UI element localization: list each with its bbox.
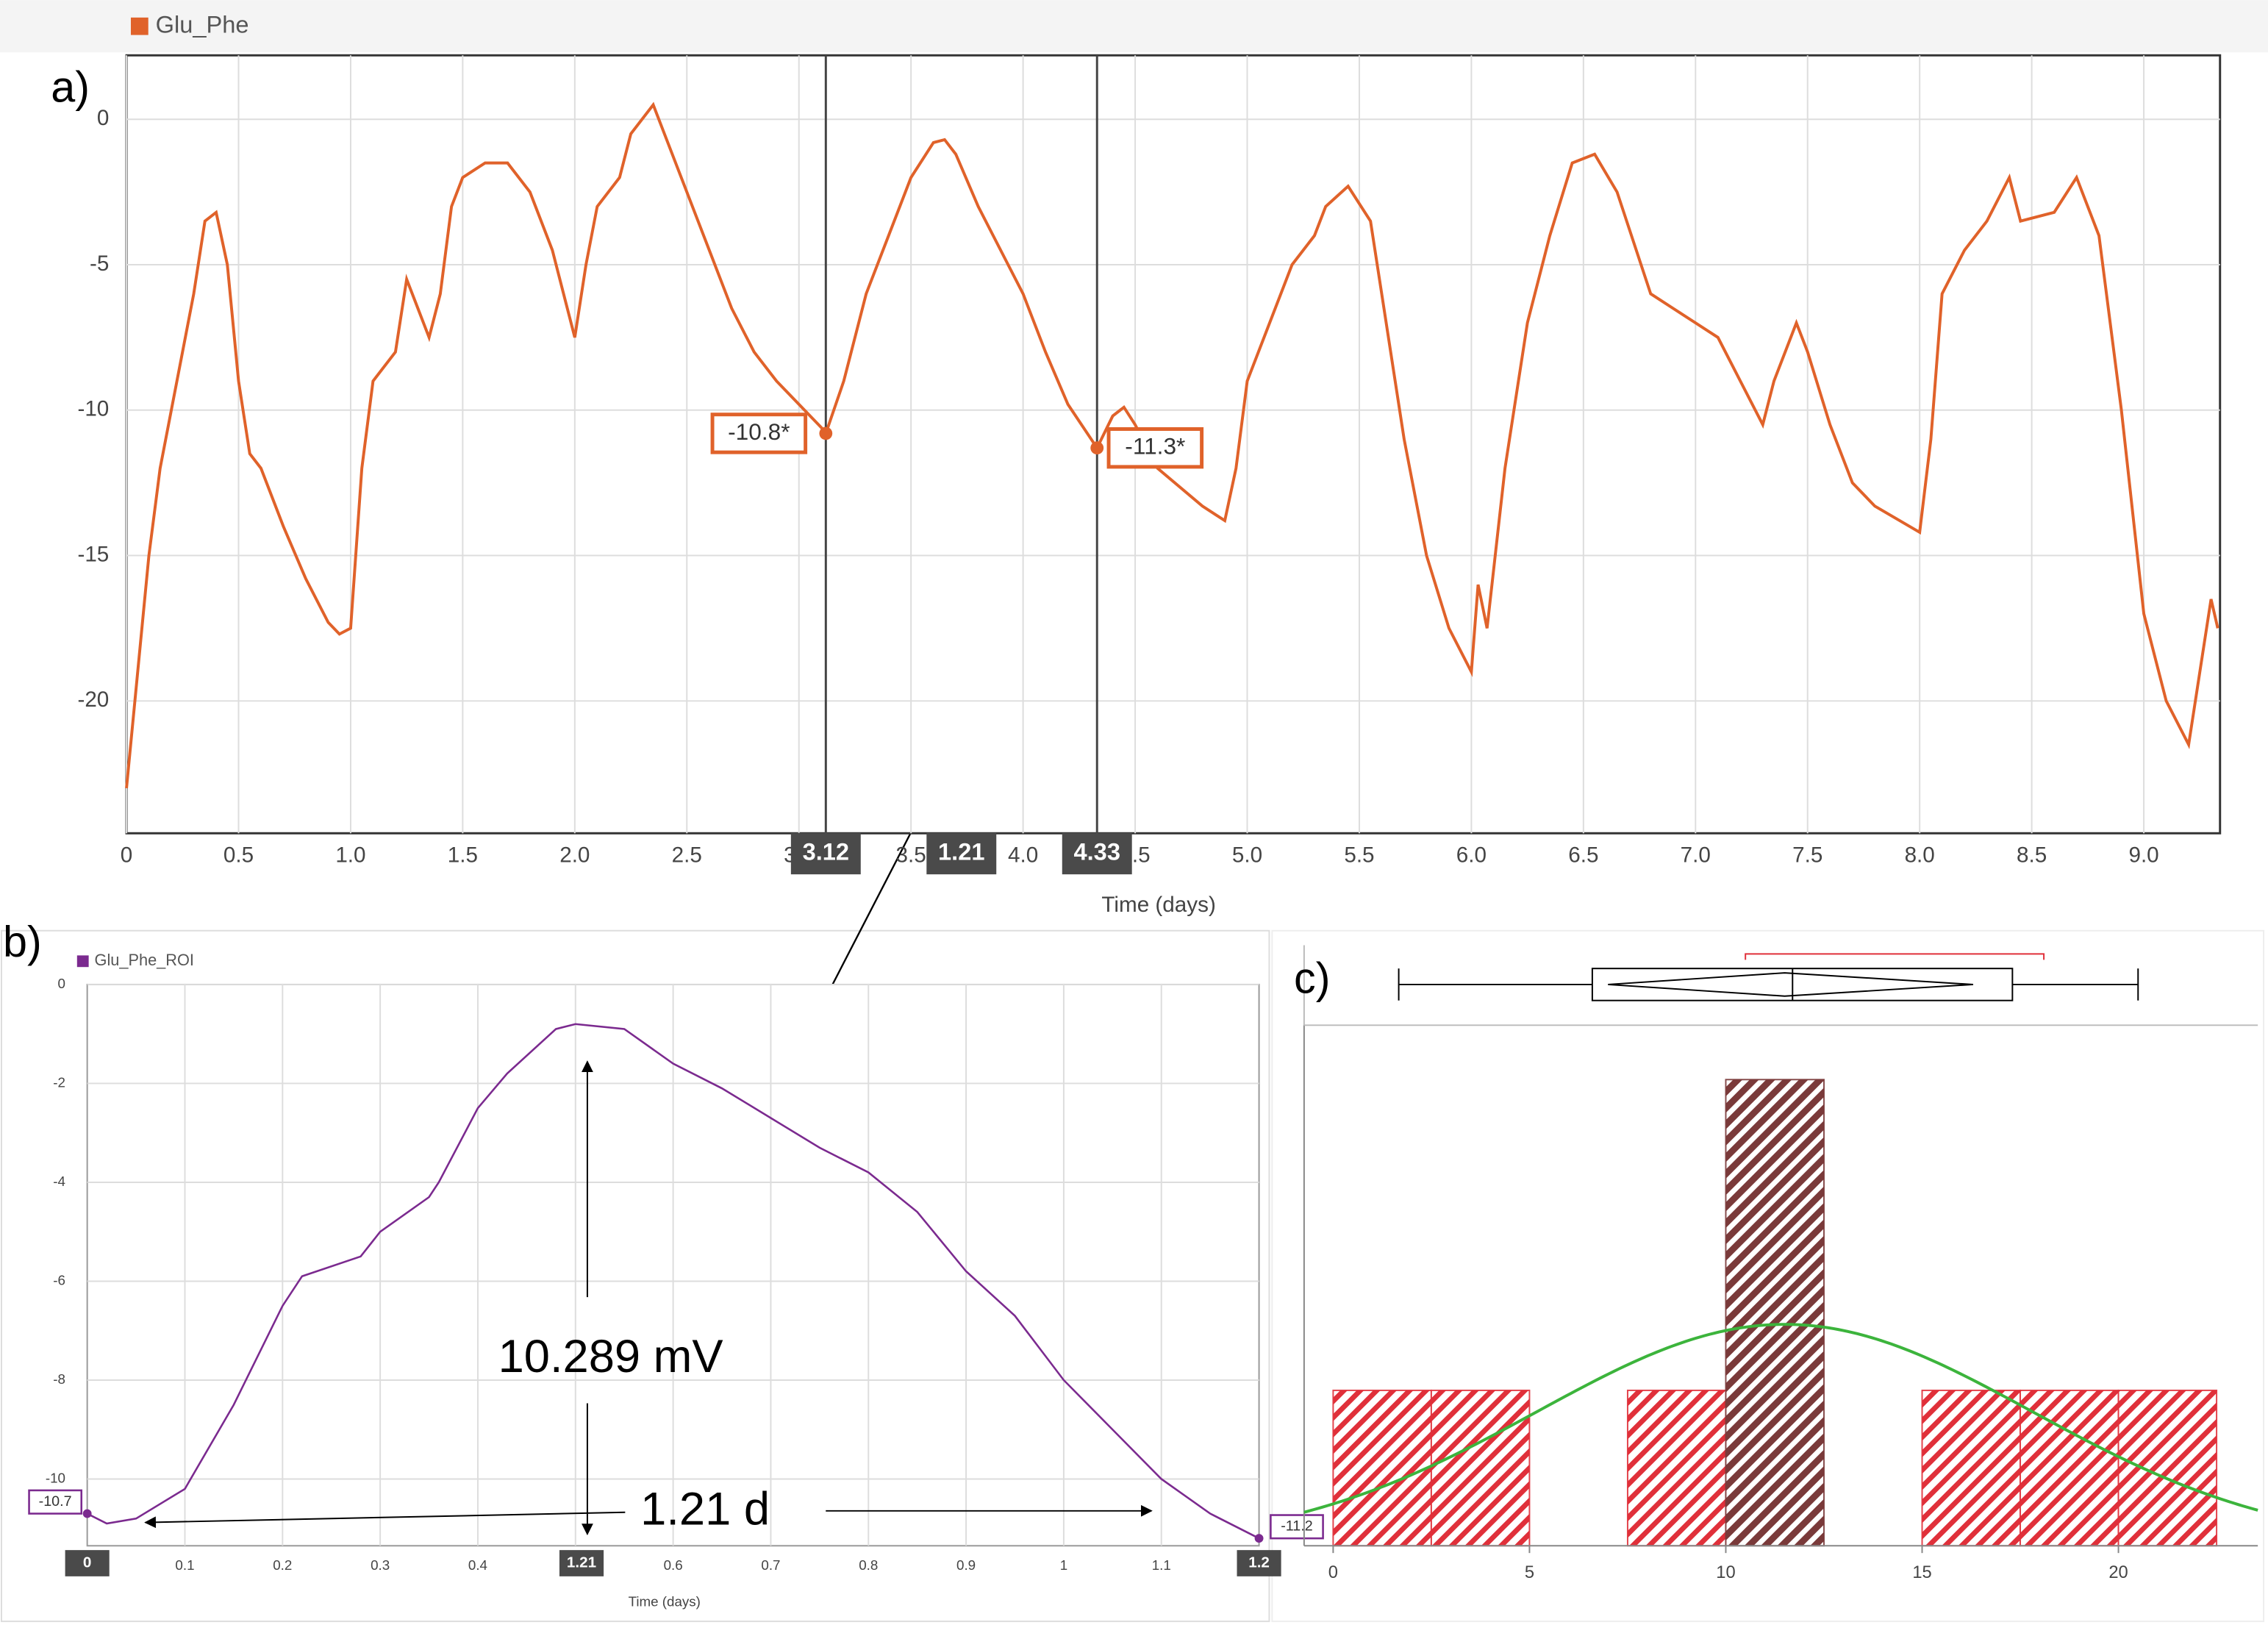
legend-label: Glu_Phe [156, 10, 249, 37]
x-tick-label: 8.5 [2017, 843, 2047, 868]
panel-label: c) [1294, 954, 1330, 1003]
y-tick-label: -15 [77, 542, 109, 566]
x-tick-label: 1 [1060, 1557, 1067, 1573]
normal-curve [1303, 1323, 2258, 1514]
data-line [125, 101, 2219, 789]
cursor-point [1090, 441, 1104, 455]
cursor-badge [1237, 1550, 1281, 1576]
y-tick-label: -4 [53, 1174, 65, 1189]
y-tick-label: -10 [77, 397, 109, 421]
histogram-bar [1332, 1389, 1432, 1547]
x-tick-label: 3.5 [896, 843, 926, 868]
x-tick-label: 0.8 [859, 1557, 878, 1573]
cursor-badge-label: 4.33 [1073, 838, 1120, 865]
shortest-half [1745, 953, 2045, 960]
x-tick-label: 5 [1525, 1563, 1534, 1582]
x-tick-label: 7.5 [1792, 843, 1822, 868]
x-tick-label: 0.5 [223, 843, 254, 868]
x-tick-label: 8.0 [1905, 843, 1935, 868]
legend-swatch [76, 955, 89, 968]
x-tick-label: 0.7 [761, 1557, 780, 1573]
cursor-point [1254, 1534, 1264, 1543]
x-tick-label: 20 [2108, 1563, 2128, 1582]
x-tick-label: 6.0 [1456, 843, 1487, 868]
histogram-bar [1626, 1389, 1727, 1547]
histogram-bar [1921, 1389, 2022, 1547]
y-tick-label: 0 [58, 976, 65, 991]
x-tick-label: 0.4 [468, 1557, 487, 1573]
cursor-badge-label: 3.12 [803, 838, 849, 865]
cursor-point [819, 426, 833, 440]
x-tick-label: 6.5 [1568, 843, 1598, 868]
y-tick-label: -2 [53, 1074, 65, 1090]
x-tick-label: 1.1 [1152, 1557, 1171, 1573]
x-tick-label: 0.2 [273, 1557, 292, 1573]
value-label: -10.7 [39, 1493, 72, 1510]
panel-label: a) [51, 62, 90, 111]
x-tick-label: 0.6 [664, 1557, 683, 1573]
annotation: 1.21 d [640, 1484, 770, 1535]
value-box [710, 412, 808, 454]
x-axis-title: Time (days) [629, 1593, 701, 1609]
x-tick-label: 7.0 [1681, 843, 1711, 868]
cursor-badge [1062, 832, 1132, 875]
mean-diamond [1608, 972, 1974, 997]
x-tick-label: 0.1 [175, 1557, 194, 1573]
value-label: -11.3* [1125, 433, 1185, 460]
x-tick-label: 0.9 [956, 1557, 976, 1573]
x-tick-label: 0 [1328, 1563, 1338, 1582]
cursor-badge-label: 1.2 [1248, 1554, 1270, 1571]
histogram-bar [2117, 1389, 2218, 1547]
legend-label: Glu_Phe_ROI [95, 951, 194, 969]
cursor-badge [926, 832, 997, 875]
x-axis-title: Time (days) [1101, 893, 1215, 917]
x-tick-label: 0 [121, 843, 133, 868]
value-box [1270, 1514, 1324, 1540]
value-box [28, 1489, 83, 1515]
x-tick-label: 4.0 [1008, 843, 1038, 868]
y-tick-label: -6 [53, 1272, 65, 1287]
y-tick-label: 0 [97, 106, 110, 130]
cursor-point [82, 1509, 92, 1518]
cursor-badge-label: 1.21 [567, 1554, 596, 1571]
y-tick-label: -8 [53, 1371, 65, 1387]
x-tick-label: 2.0 [559, 843, 590, 868]
value-label: -11.2 [1281, 1518, 1313, 1535]
x-tick-label: 1.0 [335, 843, 365, 868]
annotation: 10.289 mV [498, 1331, 723, 1382]
histogram-bar [1725, 1079, 1825, 1547]
x-tick-label: 5.0 [1232, 843, 1262, 868]
value-box [1106, 427, 1204, 469]
panel-label: b) [3, 917, 42, 966]
cursor-badge [65, 1550, 110, 1576]
cursor-badge [790, 832, 861, 875]
y-tick-label: -5 [90, 251, 109, 276]
cursor-badge-label: 1.21 [938, 838, 984, 865]
cursor-badge [559, 1550, 604, 1576]
x-tick-label: 9.0 [2128, 843, 2158, 868]
x-tick-label: 0.3 [371, 1557, 390, 1573]
legend-swatch [130, 17, 149, 35]
dim-arrow [144, 1511, 626, 1529]
data-line [87, 1023, 1260, 1540]
cursor-badge-label: 0 [83, 1554, 92, 1571]
histogram-bar [2020, 1389, 2119, 1547]
x-tick-label: 5.5 [1344, 843, 1374, 868]
y-tick-label: -10 [46, 1470, 65, 1485]
histogram-bar [1430, 1389, 1531, 1547]
x-tick-label: 2.5 [672, 843, 702, 868]
x-tick-label: 15 [1912, 1563, 1931, 1582]
y-tick-label: -20 [77, 687, 109, 712]
x-tick-label: 1.5 [448, 843, 478, 868]
x-tick-label: 10 [1716, 1563, 1735, 1582]
value-label: -10.8* [728, 418, 790, 445]
legend-bar [0, 0, 2268, 53]
